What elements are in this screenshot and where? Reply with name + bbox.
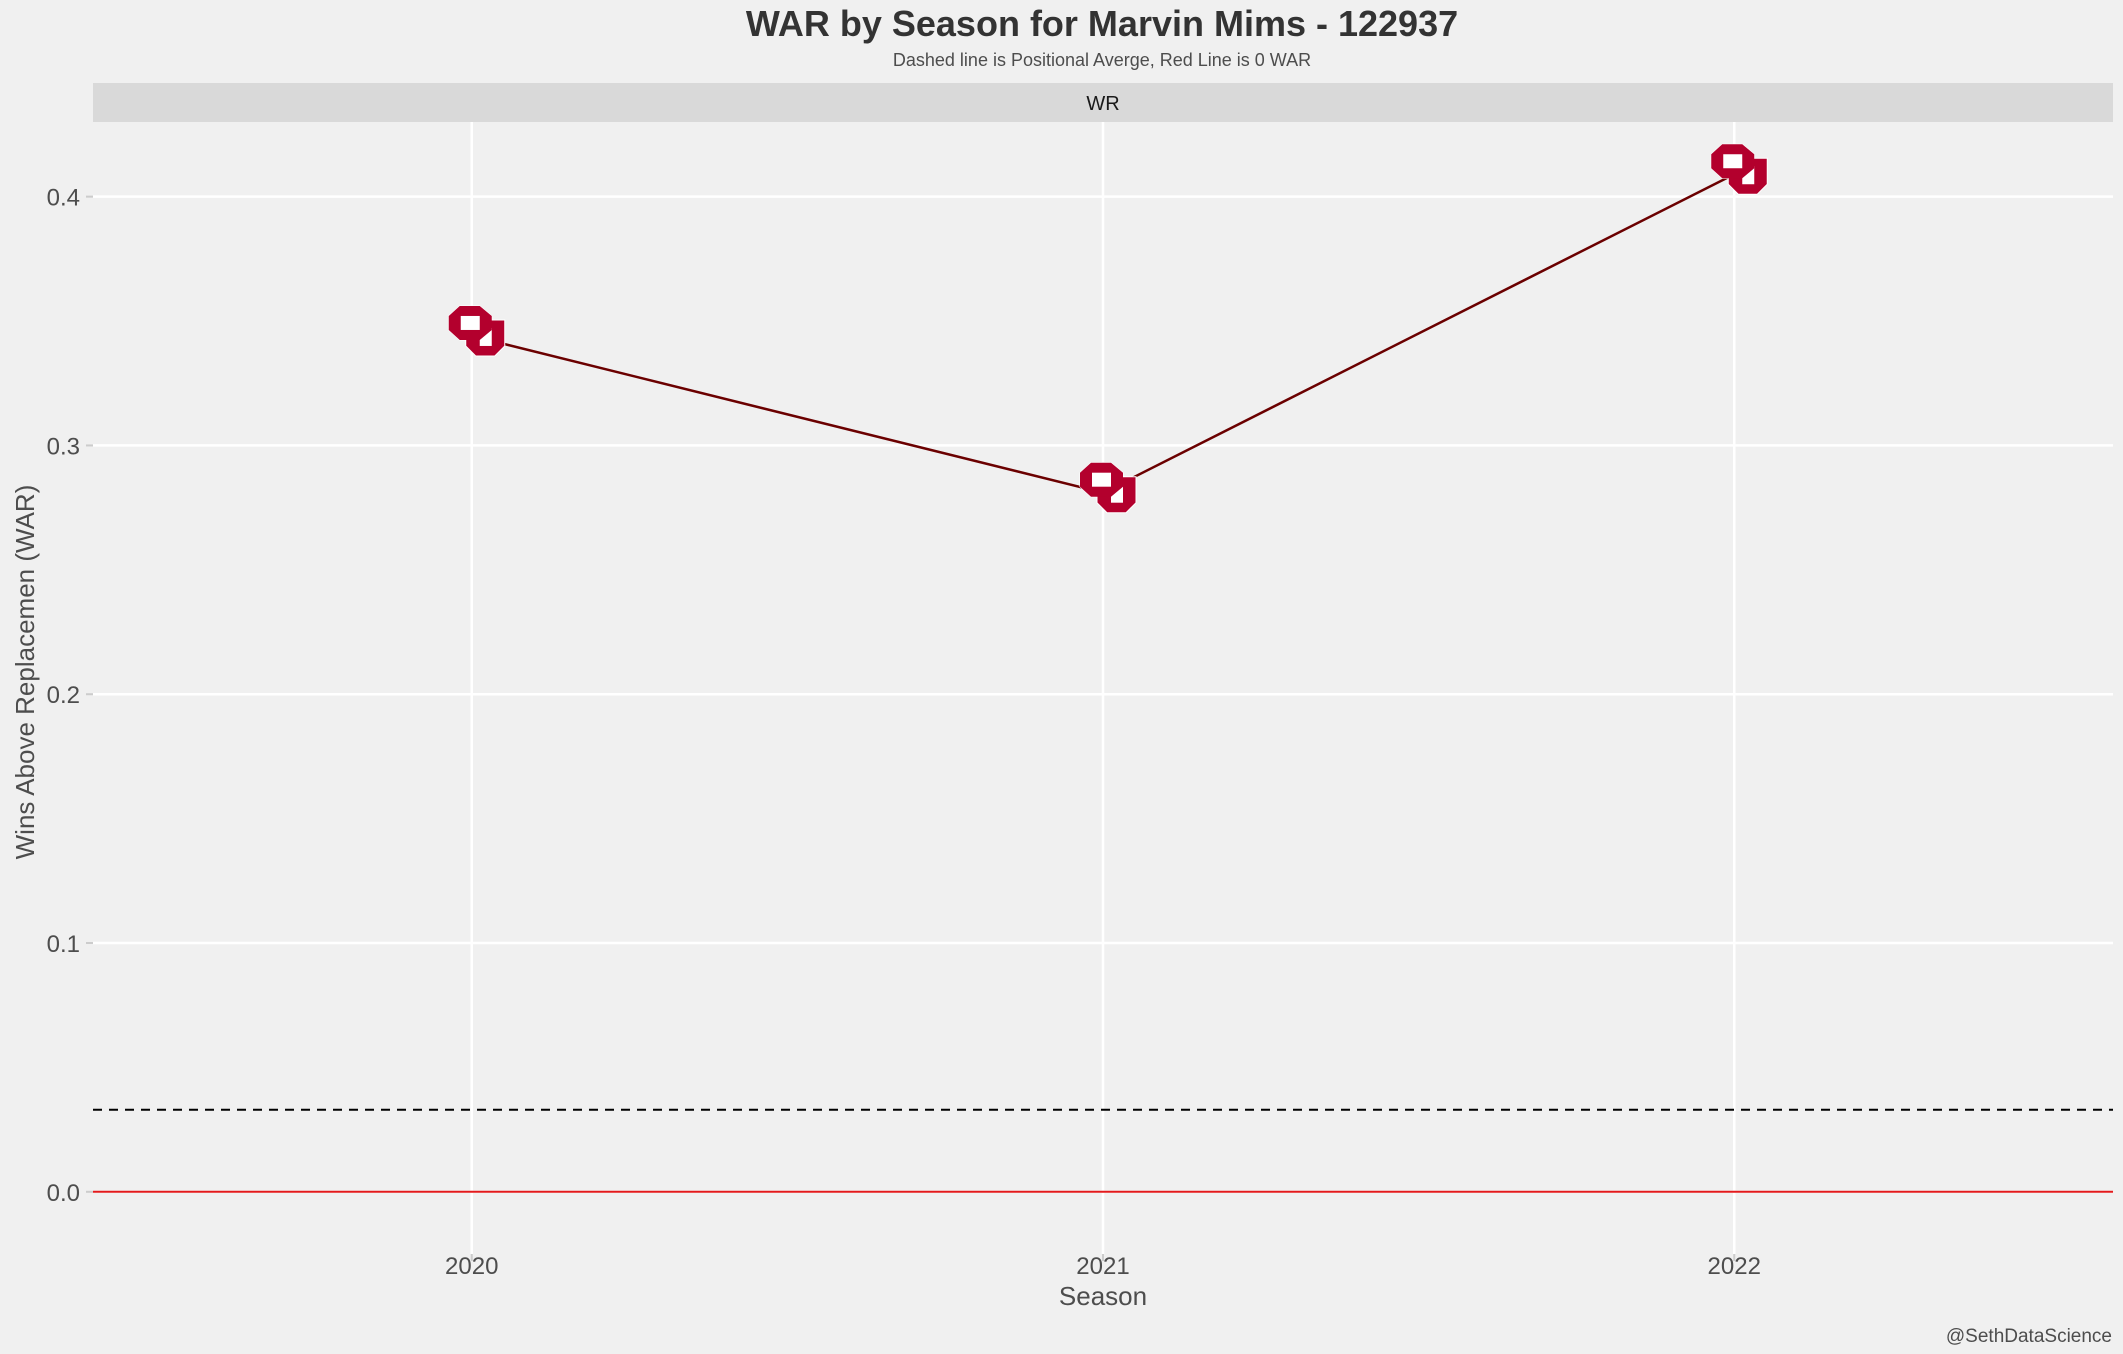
marker-layer	[448, 143, 1768, 514]
data-point-2022	[1710, 143, 1768, 195]
x-tick-label-0: 2020	[445, 1253, 498, 1280]
x-tick-layer: 2020 2021 2022	[445, 1253, 1761, 1280]
reference-lines	[93, 1108, 2113, 1193]
y-tick-label-1: 0.1	[47, 931, 80, 958]
y-tick-label-4: 0.4	[47, 185, 80, 212]
y-tick-label-2: 0.2	[47, 682, 80, 709]
x-tick-label-2: 2022	[1708, 1253, 1761, 1280]
y-tick-label-0: 0.0	[47, 1180, 80, 1207]
y-tick-layer: 0.0 0.1 0.2 0.3 0.4	[47, 185, 93, 1207]
ou-logo-icon	[448, 305, 506, 357]
ou-logo-icon	[1710, 143, 1768, 195]
ou-logo-icon	[1079, 462, 1137, 514]
chart-subtitle: Dashed line is Positional Averge, Red Li…	[893, 50, 1311, 70]
grid-layer	[93, 122, 2113, 1254]
chart-caption: @SethDataScience	[1946, 1326, 2112, 1347]
y-axis-title: Wins Above Replacemen (WAR)	[10, 485, 40, 860]
facet-strip	[93, 83, 2113, 122]
x-axis-title: Season	[1059, 1281, 1147, 1311]
facet-strip-label: WR	[1086, 93, 1119, 115]
data-point-2021	[1079, 462, 1137, 514]
y-tick-label-3: 0.3	[47, 433, 80, 460]
chart-title: WAR by Season for Marvin Mims - 122937	[746, 3, 1458, 44]
x-tick-label-1: 2021	[1076, 1253, 1129, 1280]
data-point-2020	[448, 305, 506, 357]
